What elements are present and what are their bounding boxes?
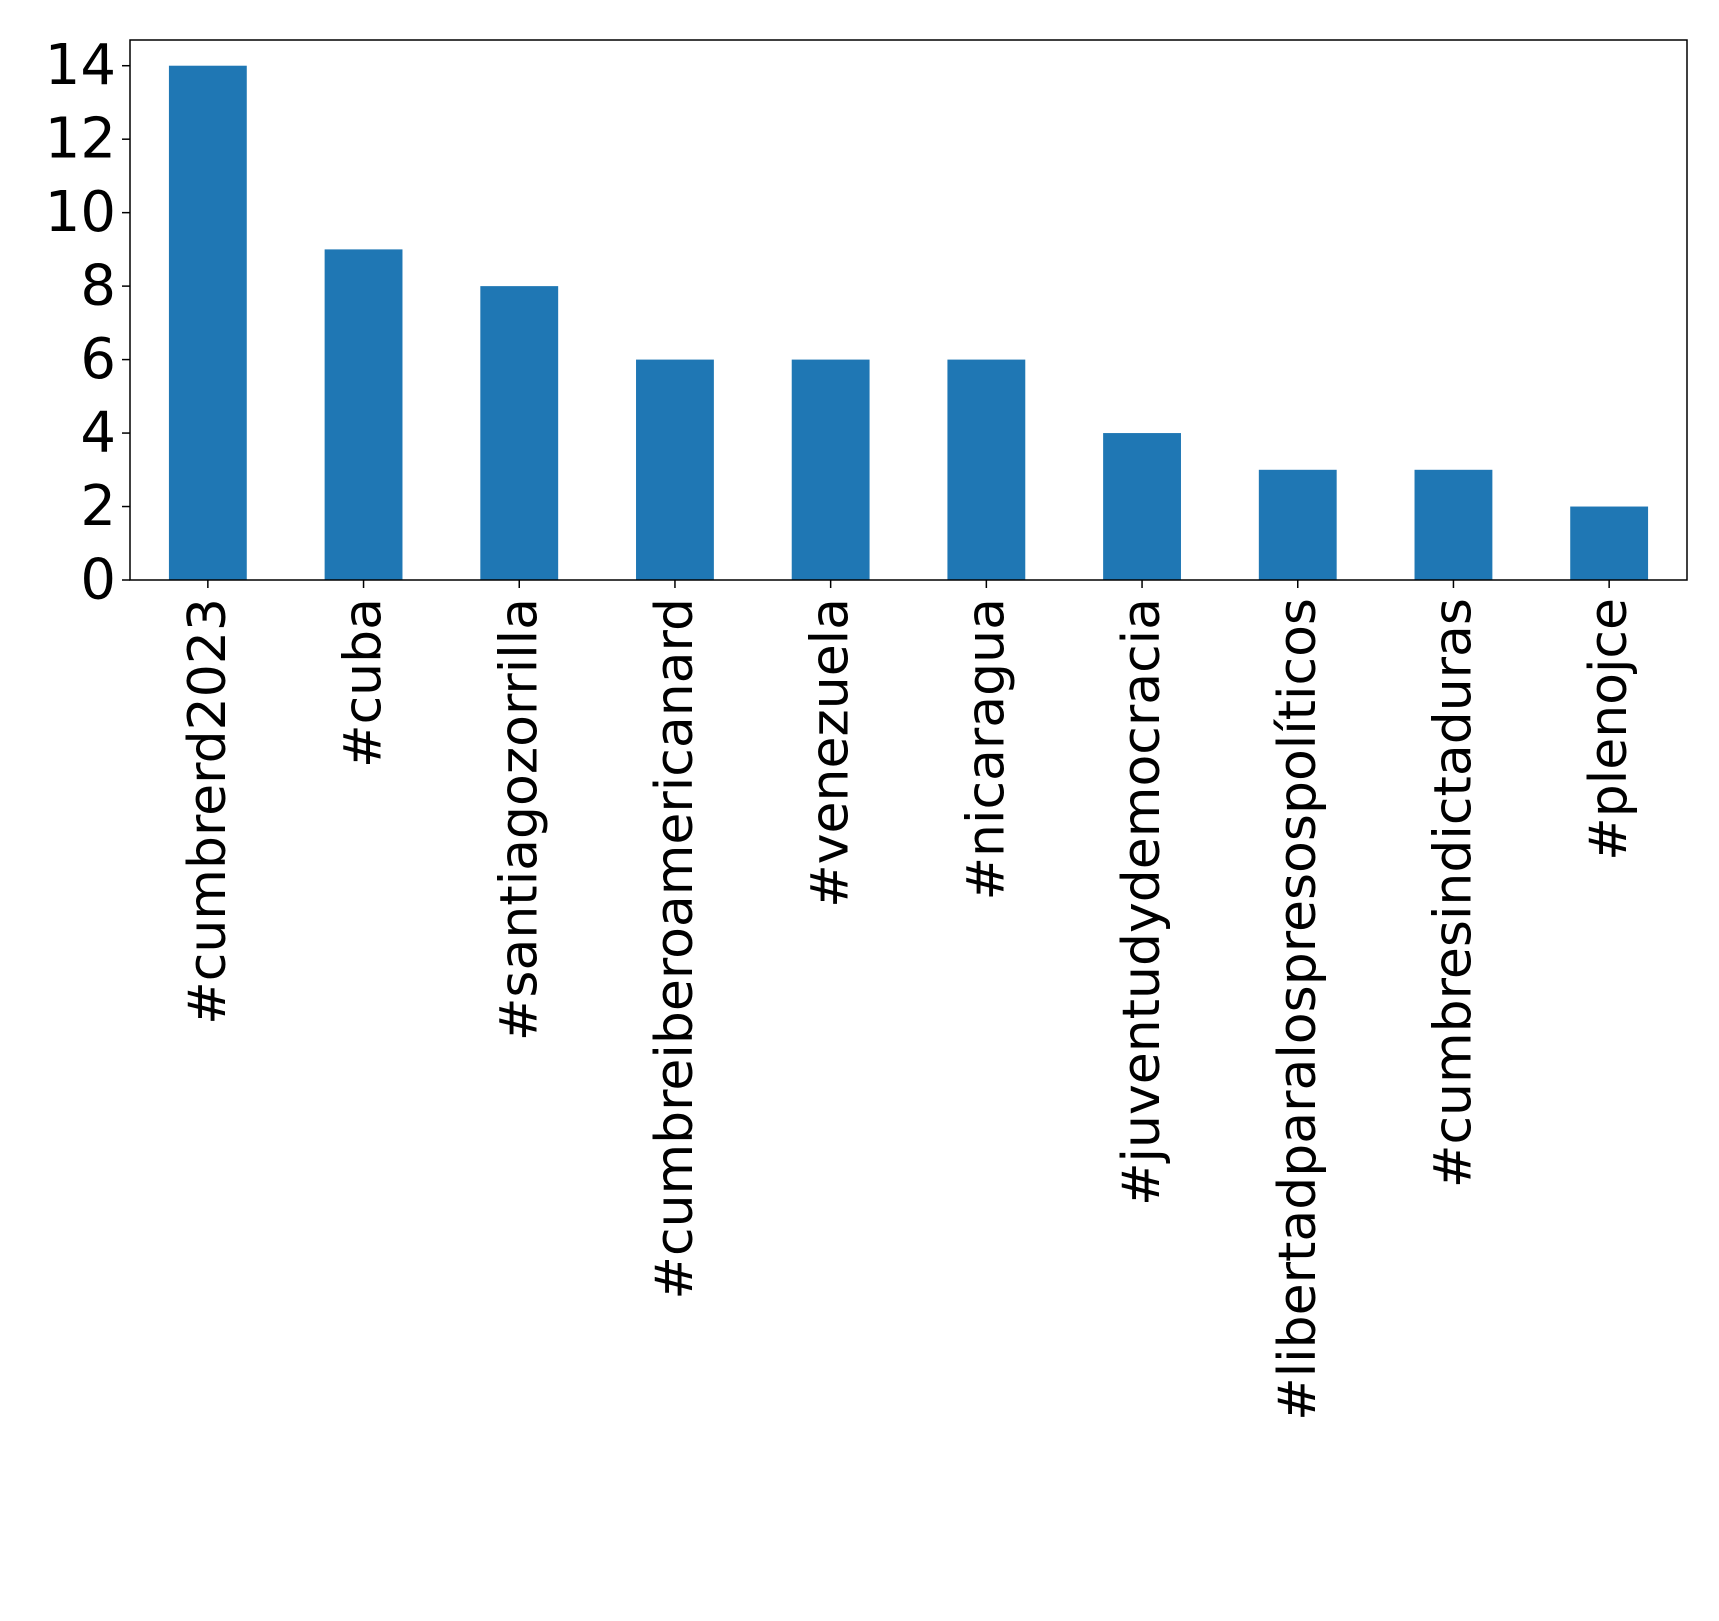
x-axis: #cumbrerd2023 #cuba #santiagozorrilla #cumb… [178,580,1639,1421]
y-axis: 0 2 4 6 8 10 12 14 [45,33,130,613]
y-tick-label: 4 [80,401,116,466]
plot-area-frame [129,39,1688,581]
x-tick-label: #cumbreiberoamericanard [645,598,705,1300]
bar [480,286,559,580]
bar [947,359,1026,580]
x-tick-label: #venezuela [801,598,861,908]
y-tick-label: 10 [45,180,116,245]
x-tick-label: #libertadparalospresospolíticos [1268,598,1328,1421]
bar [1103,433,1181,580]
x-tick-label: #cumbresindictaduras [1423,598,1483,1188]
bar [1570,506,1649,580]
y-tick-label: 14 [45,33,116,98]
bar [636,359,714,580]
x-tick-label: #nicaragua [956,598,1016,901]
x-tick-label: #juventudydemocracia [1112,598,1172,1206]
y-tick-label: 0 [80,548,116,613]
x-tick-label: #cumbrerd2023 [178,598,238,1025]
bar [791,359,870,580]
y-tick-label: 12 [45,107,116,172]
bar [1258,469,1337,580]
y-tick-label: 6 [80,327,116,392]
y-tick-label: 8 [80,254,116,319]
x-tick-label: #plenojce [1579,598,1639,861]
bar [1414,469,1493,580]
bars-layer [168,65,1649,580]
y-tick-label: 2 [80,474,116,539]
x-tick-label: #santiagozorrilla [489,598,549,1041]
bar [168,65,247,580]
x-tick-label: #cuba [334,598,394,768]
bar [324,249,403,580]
